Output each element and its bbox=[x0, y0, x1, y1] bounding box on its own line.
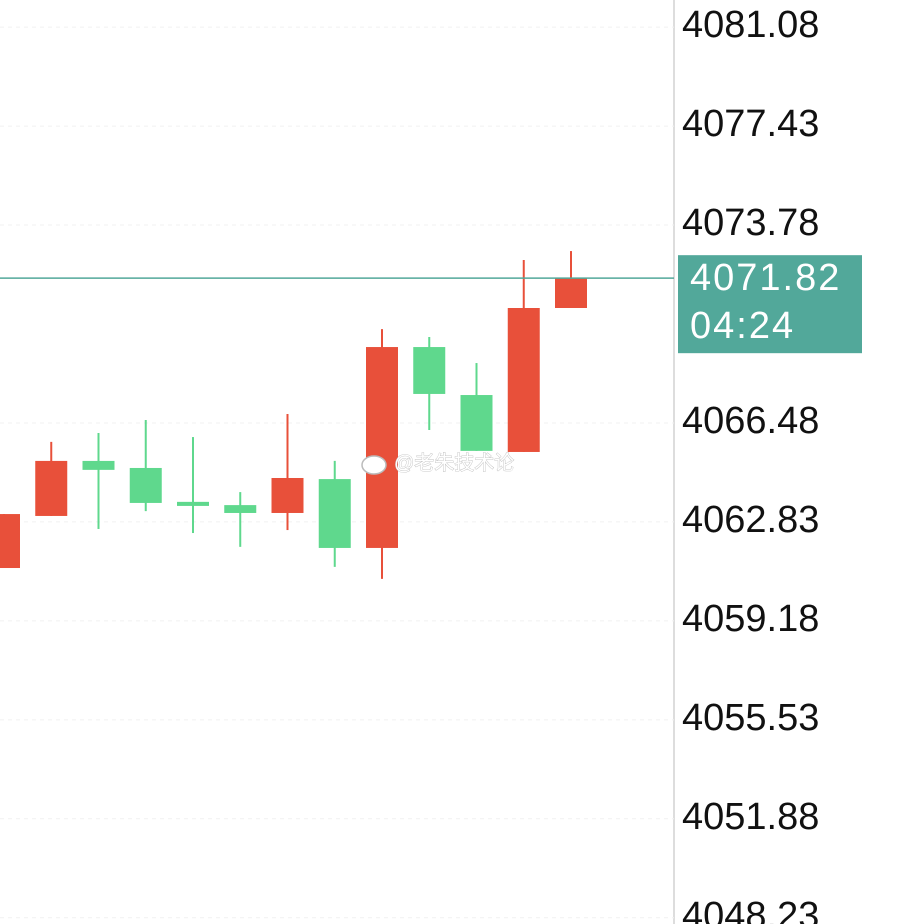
last-price-label: 4071.82 bbox=[690, 257, 841, 299]
y-tick-label: 4066.48 bbox=[682, 400, 819, 442]
y-tick-label: 4073.78 bbox=[682, 202, 819, 244]
y-tick-label: 4051.88 bbox=[682, 796, 819, 838]
y-tick-label: 4077.43 bbox=[682, 103, 819, 145]
candle-body bbox=[555, 278, 587, 308]
watermark-logo bbox=[361, 455, 387, 475]
y-tick-label: 4055.53 bbox=[682, 697, 819, 739]
candle-body bbox=[318, 479, 351, 548]
candle-body bbox=[366, 347, 398, 548]
candle-body bbox=[0, 514, 20, 569]
y-tick-label: 4081.08 bbox=[682, 4, 819, 46]
y-tick-label: 4059.18 bbox=[682, 598, 819, 640]
candle-body bbox=[271, 477, 304, 513]
y-tick-label: 4048.23 bbox=[682, 895, 819, 924]
watermark: @老朱技术论 bbox=[394, 451, 514, 474]
candle-body bbox=[82, 460, 115, 470]
candle-body bbox=[129, 467, 162, 503]
candle-body bbox=[35, 460, 68, 516]
candle-body bbox=[507, 308, 540, 452]
watermark-group: @老朱技术论 bbox=[361, 451, 515, 475]
candle-body bbox=[413, 347, 446, 394]
countdown-label: 04:24 bbox=[690, 305, 795, 347]
candle-body bbox=[177, 501, 209, 506]
candle-body bbox=[460, 395, 493, 451]
y-tick-label: 4062.83 bbox=[682, 499, 819, 541]
last-price-box bbox=[678, 255, 862, 354]
candle-body bbox=[224, 505, 257, 513]
